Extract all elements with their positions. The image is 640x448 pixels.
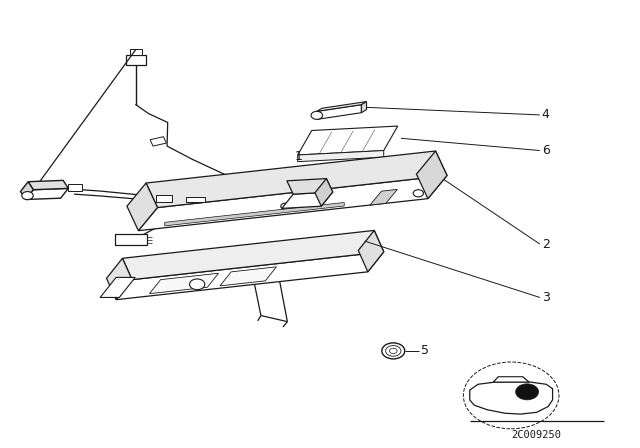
Polygon shape (28, 181, 68, 190)
Polygon shape (156, 194, 172, 202)
Text: 6: 6 (541, 144, 550, 157)
Polygon shape (116, 252, 384, 300)
Circle shape (311, 112, 323, 119)
Polygon shape (125, 55, 146, 65)
Text: 2C009250: 2C009250 (511, 430, 562, 439)
Polygon shape (122, 230, 384, 280)
Polygon shape (417, 151, 447, 198)
Polygon shape (106, 258, 132, 300)
Circle shape (22, 192, 33, 200)
Polygon shape (220, 267, 276, 286)
Polygon shape (470, 382, 552, 414)
Polygon shape (20, 182, 33, 199)
Polygon shape (298, 126, 397, 155)
Polygon shape (358, 230, 384, 272)
Polygon shape (150, 273, 218, 294)
Polygon shape (130, 49, 141, 55)
Polygon shape (298, 151, 384, 162)
Circle shape (390, 348, 397, 353)
Text: 3: 3 (541, 291, 550, 304)
Polygon shape (138, 176, 447, 231)
Text: 2: 2 (541, 237, 550, 250)
Circle shape (413, 190, 424, 197)
Polygon shape (317, 102, 367, 112)
Text: 1: 1 (294, 150, 302, 163)
Polygon shape (150, 137, 166, 146)
Polygon shape (370, 190, 397, 205)
Polygon shape (287, 179, 333, 194)
Circle shape (382, 343, 404, 359)
Polygon shape (68, 185, 83, 190)
Polygon shape (282, 192, 333, 208)
Circle shape (386, 345, 401, 356)
Polygon shape (362, 102, 367, 113)
Text: 5: 5 (421, 345, 429, 358)
Polygon shape (127, 183, 157, 231)
Polygon shape (186, 197, 205, 202)
Polygon shape (493, 377, 529, 382)
Polygon shape (100, 277, 135, 297)
Circle shape (281, 203, 290, 209)
Text: 4: 4 (541, 108, 550, 121)
Polygon shape (115, 234, 147, 246)
Polygon shape (146, 151, 447, 207)
Polygon shape (26, 188, 68, 199)
Polygon shape (315, 179, 333, 206)
Circle shape (516, 384, 539, 400)
Polygon shape (317, 105, 362, 119)
Circle shape (189, 279, 205, 290)
Polygon shape (164, 202, 344, 226)
